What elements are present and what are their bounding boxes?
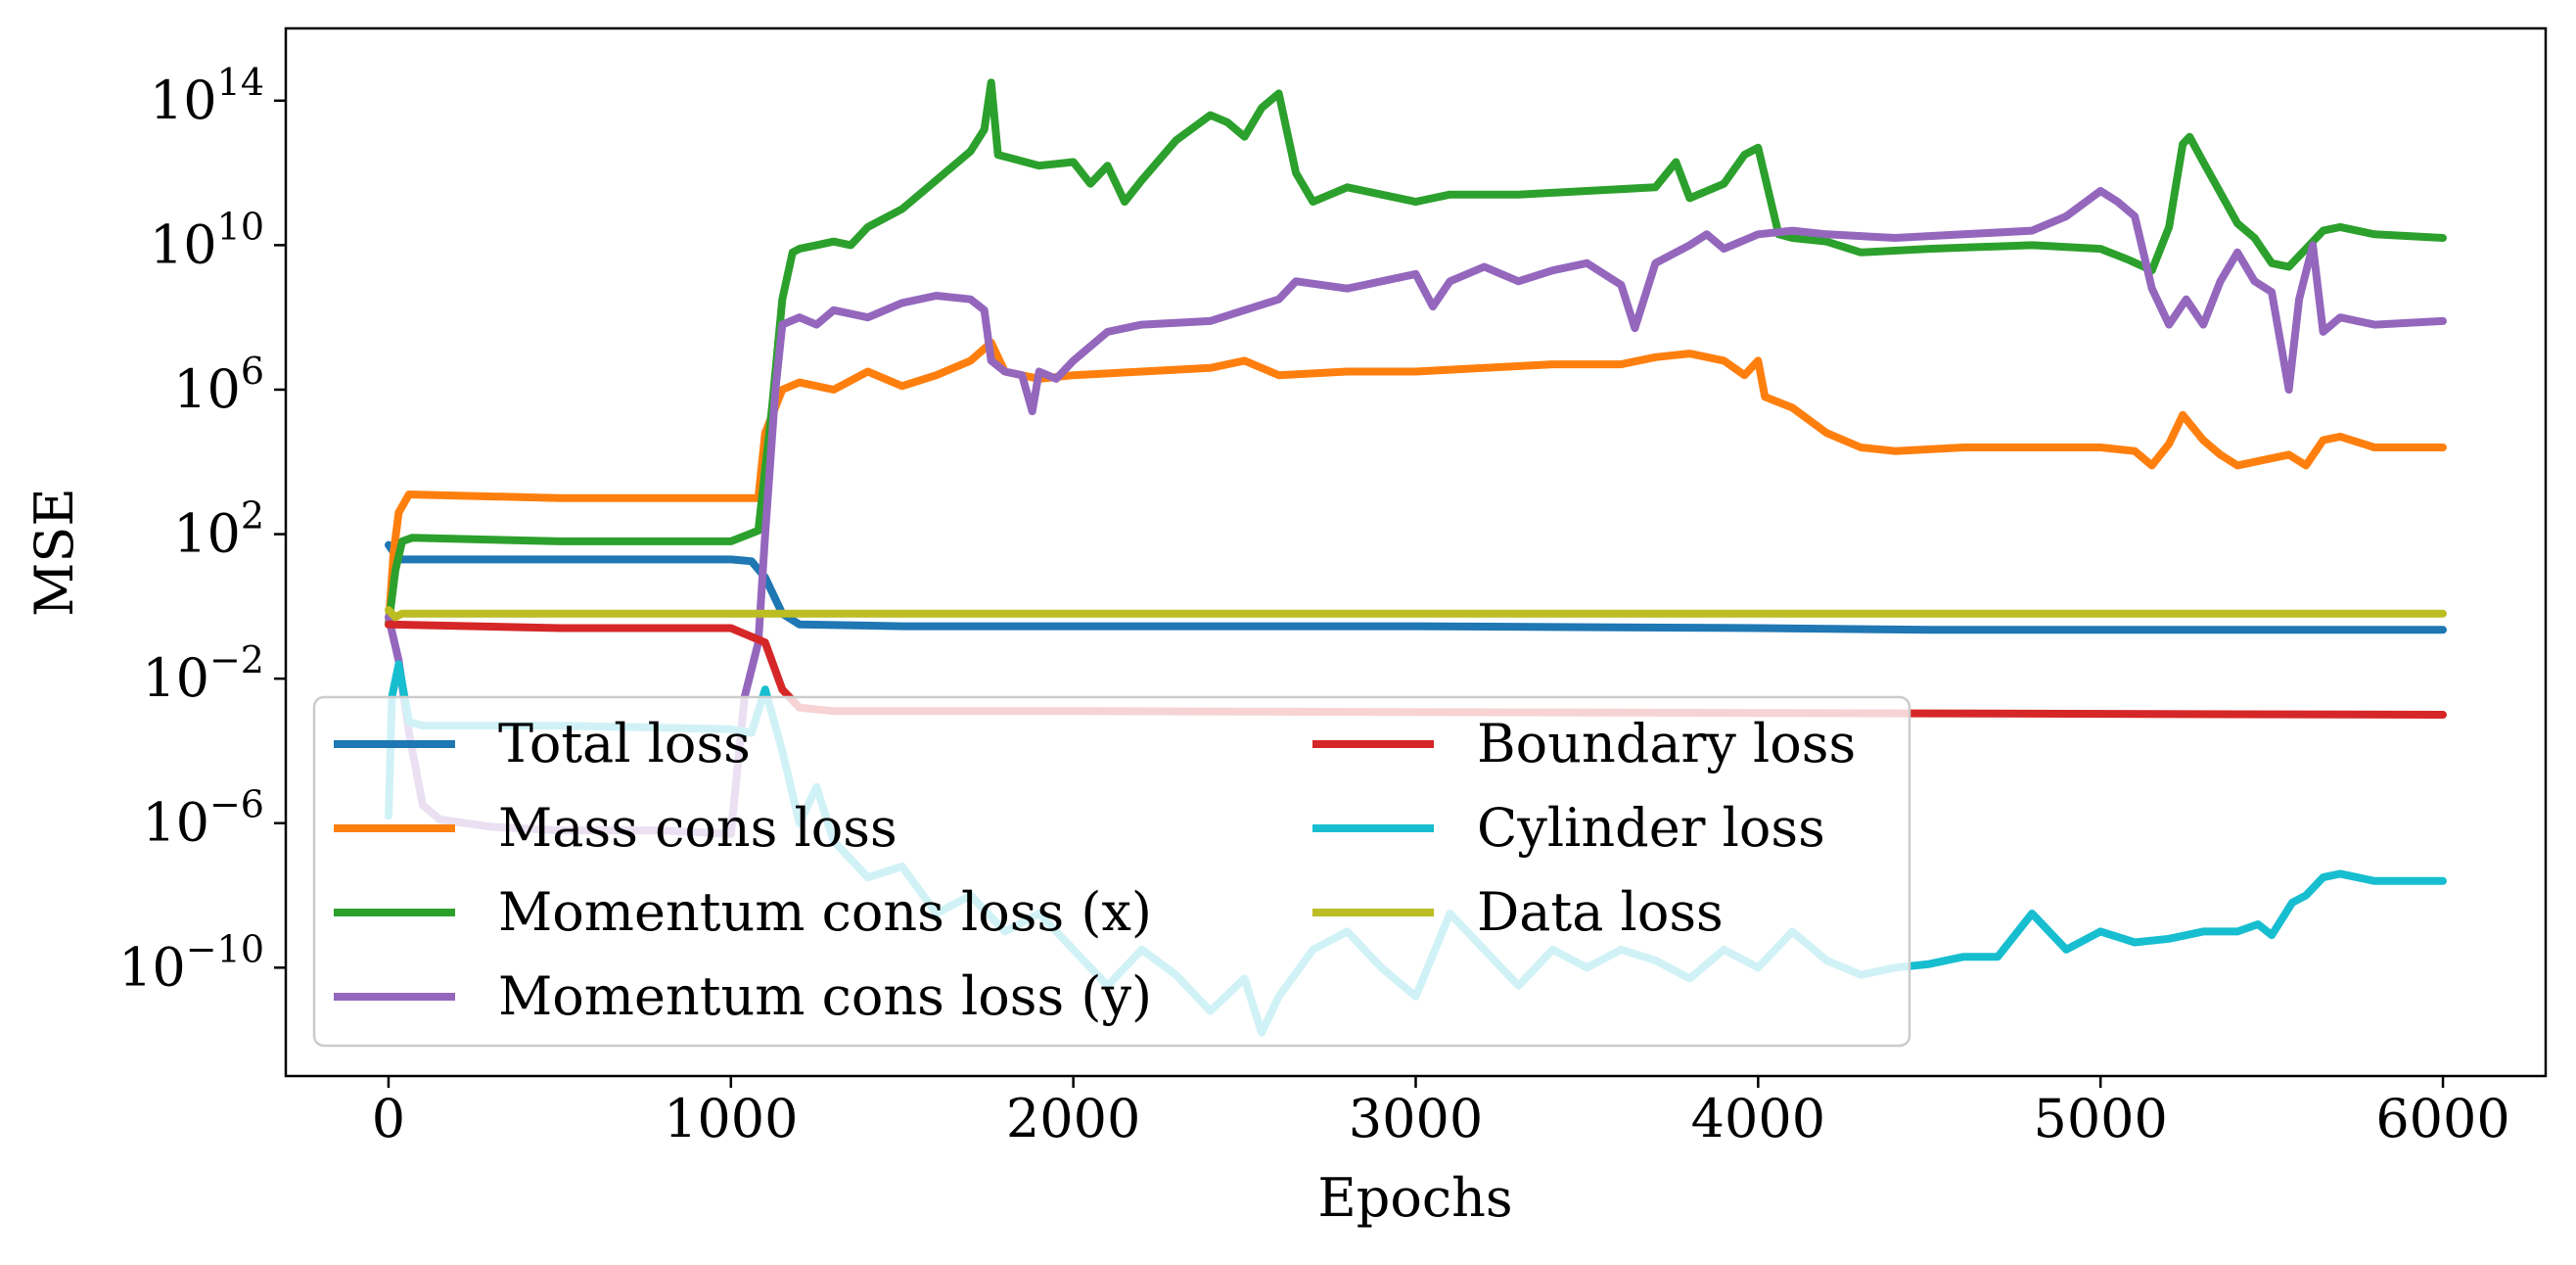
x-axis: 0 1000 2000 3000 4000 5000 6000: [372, 1076, 2510, 1149]
x-tick-label: 5000: [2033, 1088, 2167, 1149]
series-line-7: [385, 606, 2447, 622]
series-line-4: [385, 187, 2447, 838]
legend: Total loss Mass cons loss Momentum cons lo…: [312, 695, 1911, 1048]
y-axis-label: MSE: [23, 488, 85, 617]
x-axis-label: Epochs: [1317, 1167, 1512, 1229]
series-line-3: [385, 78, 2447, 629]
legend-label: Mass cons loss: [498, 797, 897, 859]
x-tick-label: 6000: [2375, 1088, 2509, 1149]
legend-label: Boundary loss: [1477, 713, 1856, 774]
legend-label: Cylinder loss: [1477, 797, 1825, 859]
y-tick-label: 1014: [150, 61, 264, 131]
x-tick-label: 2000: [1006, 1088, 1140, 1149]
legend-label: Total loss: [498, 713, 751, 774]
legend-label: Momentum cons loss (y): [498, 965, 1152, 1027]
legend-label: Data loss: [1477, 881, 1724, 943]
y-tick-label: 10−6: [142, 783, 264, 854]
series-line-2: [385, 339, 2447, 629]
x-tick-label: 3000: [1349, 1088, 1483, 1149]
x-tick-label: 4000: [1691, 1088, 1825, 1149]
legend-box: [312, 695, 1911, 1048]
legend-label: Momentum cons loss (x): [498, 881, 1152, 943]
x-tick-label: 1000: [664, 1088, 798, 1149]
x-tick-label: 0: [372, 1088, 405, 1149]
